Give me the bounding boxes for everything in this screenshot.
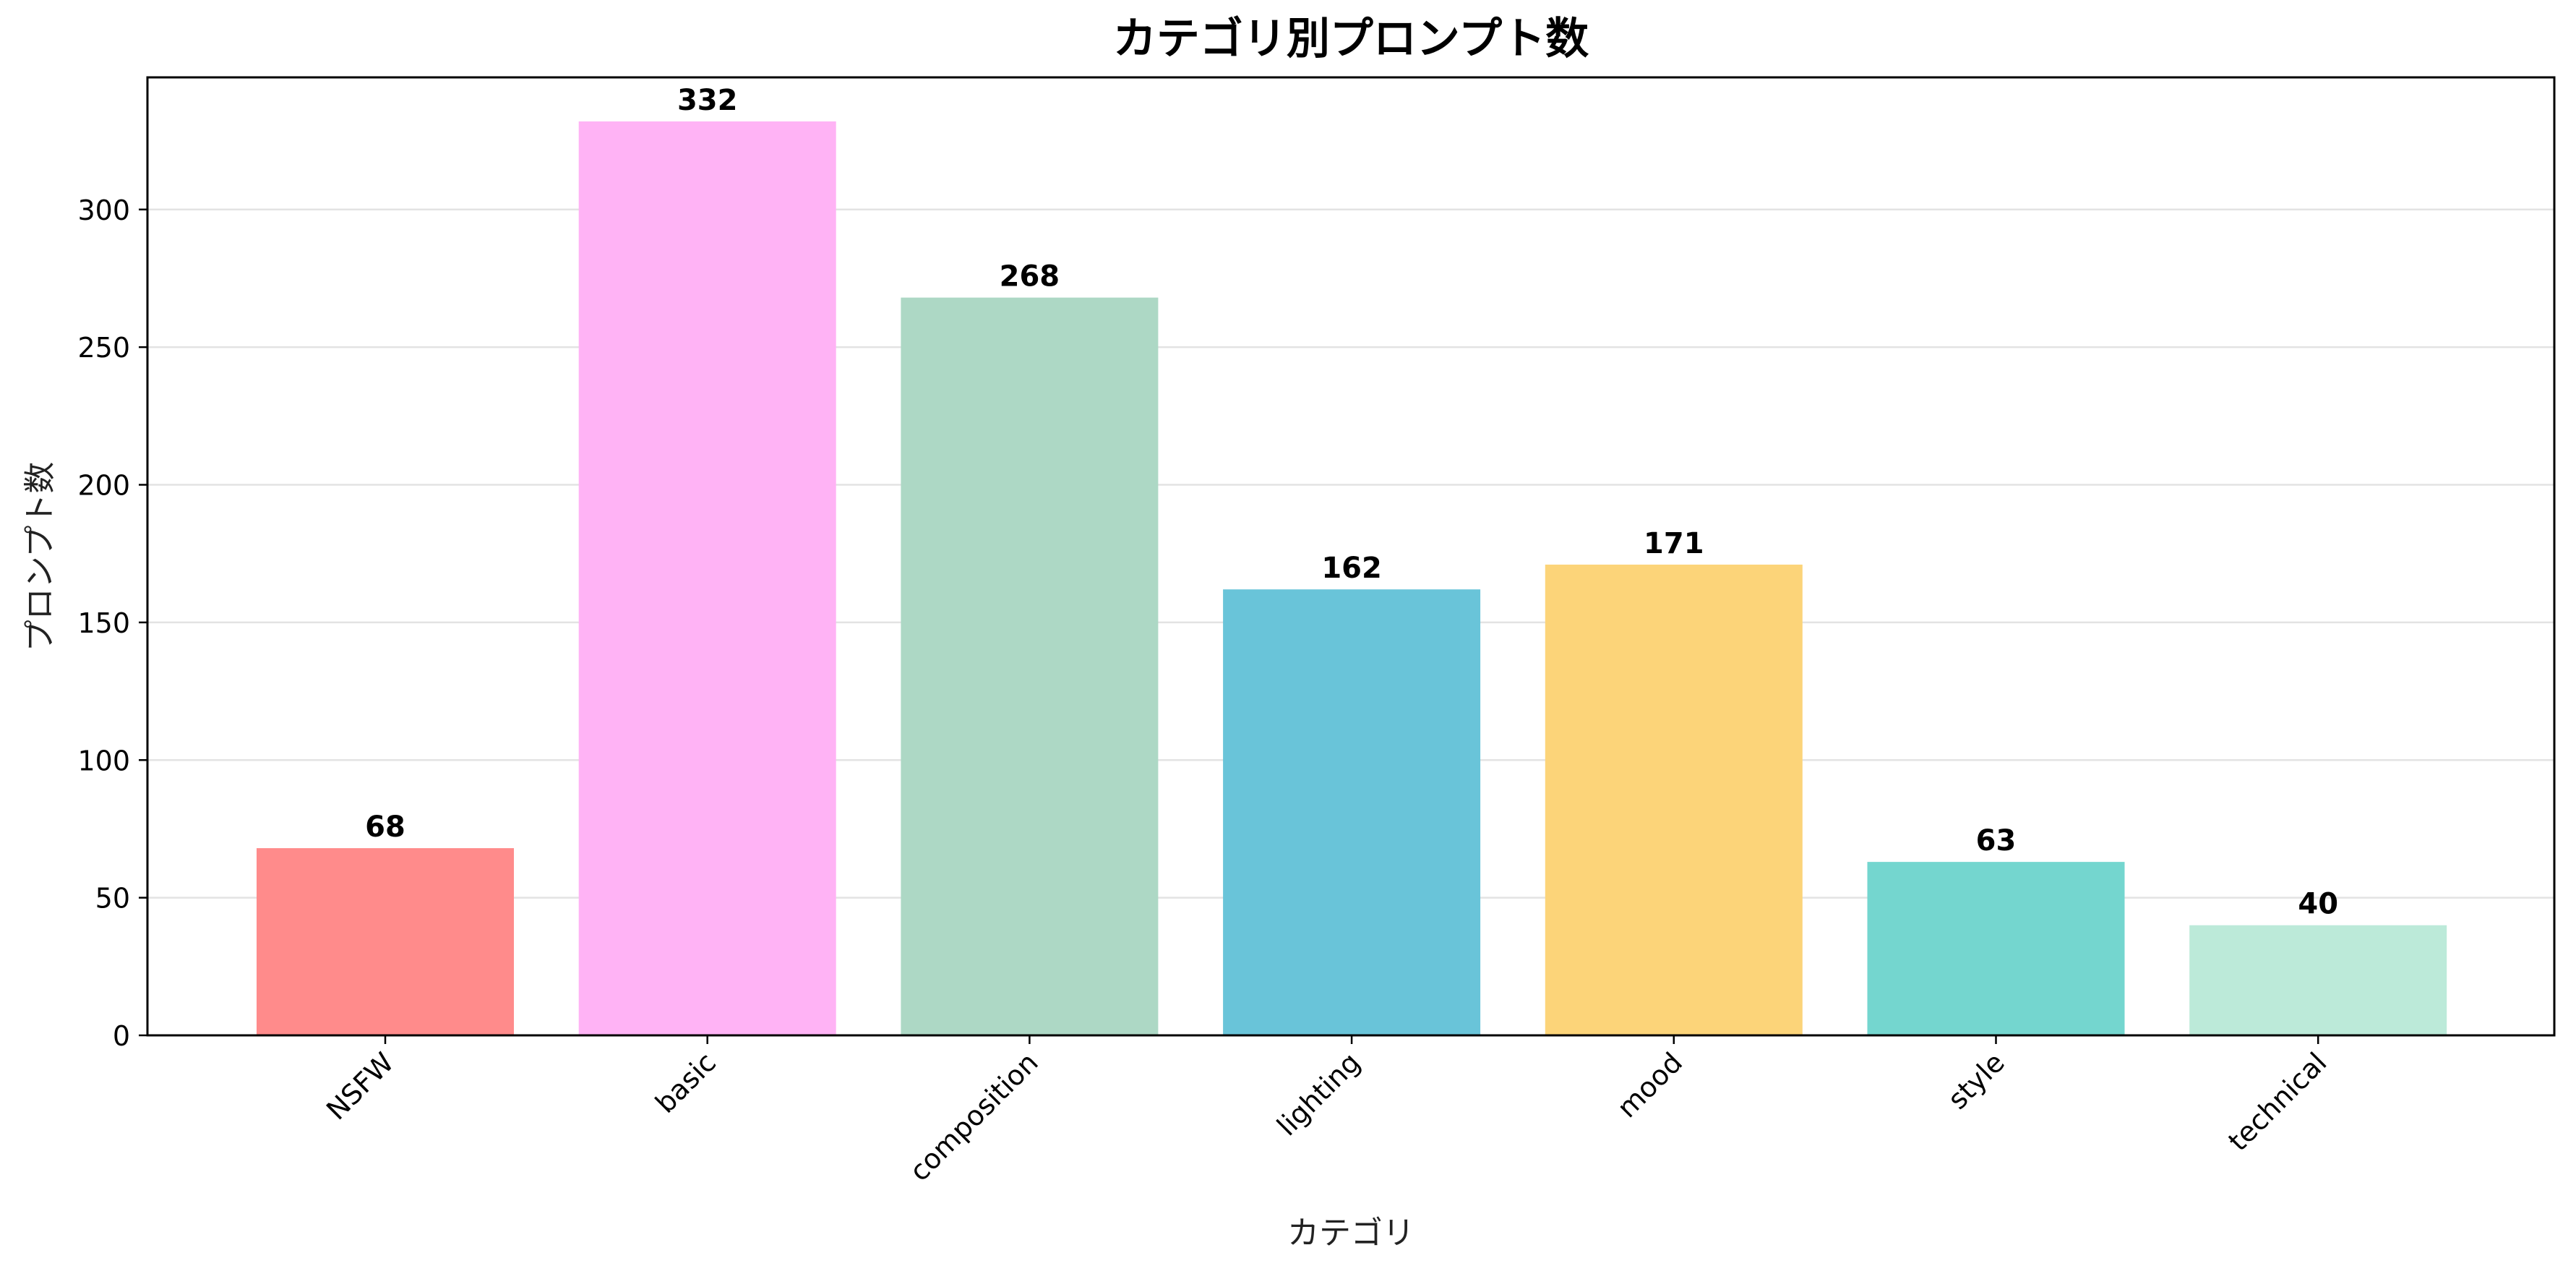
- y-axis-label: プロンプト数: [22, 462, 59, 652]
- bar-value-label: 162: [1321, 552, 1382, 585]
- y-tick-label: 300: [77, 194, 130, 226]
- y-tick-label: 200: [77, 470, 130, 502]
- bar-composition: [901, 297, 1159, 1036]
- bar-basic: [578, 121, 836, 1035]
- y-tick-label: 250: [77, 332, 130, 364]
- y-tick-label: 100: [77, 745, 130, 777]
- bar-value-label: 268: [1000, 260, 1060, 294]
- chart-title: カテゴリ別プロンプト数: [1113, 14, 1589, 64]
- bar-lighting: [1223, 589, 1481, 1035]
- bar-NSFW: [257, 848, 514, 1035]
- bars: [257, 121, 2447, 1036]
- bar-technical: [2189, 925, 2447, 1035]
- bar-value-labels: 68 332 268 162 171 63 40: [365, 84, 2338, 921]
- bar-value-label: 332: [677, 84, 738, 117]
- bar-value-label: 68: [365, 810, 405, 844]
- x-axis-label: カテゴリ: [1287, 1215, 1414, 1252]
- bar-style: [1867, 862, 2125, 1035]
- bar-mood: [1545, 564, 1803, 1035]
- y-axis-ticks: 0 50 100 150 200 250 300: [77, 194, 147, 1052]
- bar-value-label: 40: [2298, 888, 2338, 921]
- bar-value-label: 171: [1644, 527, 1704, 560]
- bar-value-label: 63: [1976, 824, 2017, 857]
- y-tick-label: 0: [113, 1020, 130, 1052]
- y-tick-label: 150: [77, 607, 130, 639]
- y-tick-label: 50: [95, 883, 130, 915]
